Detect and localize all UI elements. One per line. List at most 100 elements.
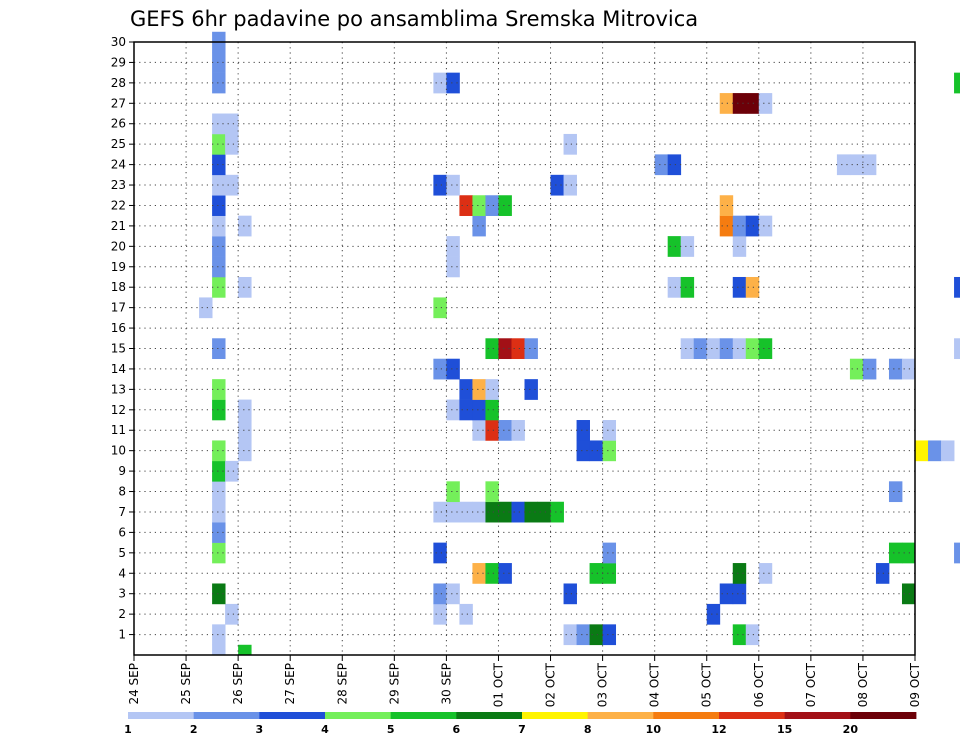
heatmap-cell [485, 399, 499, 421]
heatmap-cell [550, 174, 564, 196]
heatmap-cell [719, 195, 734, 216]
heatmap-cell [238, 644, 252, 656]
heatmap-cell [732, 215, 747, 237]
heatmap-cell [602, 440, 617, 462]
heatmap-cell [472, 379, 486, 400]
x-tick-label: 08 OCT [856, 662, 870, 707]
heatmap-cell [485, 481, 499, 503]
heatmap-cell [433, 501, 447, 523]
heatmap-cell [732, 276, 747, 298]
heatmap-cell [511, 420, 525, 441]
heatmap-cell [524, 501, 538, 523]
heatmap-cell [446, 501, 460, 523]
axes-layer: 1234567891011121314151617181920212223242… [111, 35, 922, 707]
heatmap-cell [238, 215, 252, 237]
heatmap-cell [563, 583, 577, 605]
colorbar-segment [522, 712, 589, 719]
y-tick-label: 17 [111, 301, 126, 315]
y-tick-label: 9 [118, 464, 126, 478]
heatmap-cell [238, 420, 252, 441]
y-tick-label: 23 [111, 178, 126, 192]
y-tick-label: 11 [111, 423, 126, 437]
x-tick-label: 24 SEP [127, 663, 141, 705]
colorbar-segment [850, 712, 917, 719]
heatmap-cell [745, 93, 760, 114]
colorbar-segment [784, 712, 851, 719]
heatmap-cell [667, 276, 682, 298]
heatmap-cell [433, 72, 447, 94]
heatmap-cell [706, 338, 721, 360]
y-tick-label: 6 [118, 525, 126, 539]
colorbar-label: 10 [646, 723, 662, 736]
heatmap-cell [732, 624, 747, 646]
heatmap-cell [680, 276, 695, 298]
heatmap-cell [459, 501, 473, 523]
heatmap-cell [901, 583, 916, 605]
colorbar-label: 3 [256, 723, 264, 736]
heatmap-cell [888, 358, 903, 380]
heatmap-cell [433, 542, 447, 564]
heatmap-cell [758, 563, 773, 584]
heatmap-cell [472, 215, 486, 237]
heatmap-cell [589, 440, 603, 462]
heatmap-cell [758, 338, 773, 360]
heatmap-cell [693, 338, 708, 360]
y-tick-label: 4 [118, 566, 126, 580]
heatmap-cell [212, 154, 226, 176]
heatmap-cell [472, 195, 486, 216]
heatmap-cell [719, 215, 734, 237]
heatmap-cell [225, 133, 239, 155]
y-tick-label: 12 [111, 403, 126, 417]
heatmap-cell [576, 420, 590, 441]
heatmap-cell [238, 399, 252, 421]
y-tick-label: 14 [111, 362, 126, 376]
x-tick-label: 03 OCT [596, 662, 610, 707]
heatmap-cell [485, 420, 499, 441]
heatmap-cell [719, 583, 734, 605]
y-tick-label: 15 [111, 342, 126, 356]
heatmap-cell [498, 420, 512, 441]
heatmap-cell [212, 379, 226, 400]
heatmap-cell [524, 338, 538, 360]
heatmap-cell [732, 338, 747, 360]
heatmap-cell [212, 133, 226, 155]
heatmap-cell [667, 154, 682, 176]
heatmap-cell [719, 93, 734, 114]
heatmap-cell [212, 624, 226, 646]
heatmap-cell [680, 236, 695, 257]
colorbar-label: 7 [518, 723, 526, 736]
heatmap-cell [212, 113, 226, 135]
y-tick-label: 22 [111, 198, 126, 212]
heatmap-cell [212, 501, 226, 523]
heatmap-cell [212, 215, 226, 237]
x-tick-label: 30 SEP [439, 663, 453, 705]
heatmap-cell [433, 603, 447, 625]
colorbar-segment [456, 712, 523, 719]
heatmap-cell [745, 276, 760, 298]
heatmap-cell [758, 93, 773, 114]
chart-title: GEFS 6hr padavine po ansamblima Sremska … [130, 7, 698, 31]
heatmap-cell [225, 174, 239, 196]
y-tick-label: 29 [111, 55, 126, 69]
heatmap-cell [875, 563, 890, 584]
colorbar-segment [193, 712, 260, 719]
heatmap-cell [485, 563, 499, 584]
colorbar-segment [259, 712, 326, 719]
heatmap-cell [485, 338, 499, 360]
heatmap-cell [511, 501, 525, 523]
heatmap-cell [212, 276, 226, 298]
heatmap-cell [576, 440, 590, 462]
y-tick-label: 18 [111, 280, 126, 294]
heatmap-cell [954, 338, 960, 360]
heatmap-cell [732, 93, 747, 114]
heatmap-cell [524, 379, 538, 400]
colorbar-label: 20 [843, 723, 859, 736]
heatmap-cell [485, 501, 499, 523]
heatmap-cell [732, 236, 747, 257]
heatmap-cell [485, 195, 499, 216]
heatmap-cell [511, 338, 525, 360]
heatmap-cell [212, 174, 226, 196]
colorbar-label: 6 [453, 723, 461, 736]
heatmap-cell [498, 338, 512, 360]
